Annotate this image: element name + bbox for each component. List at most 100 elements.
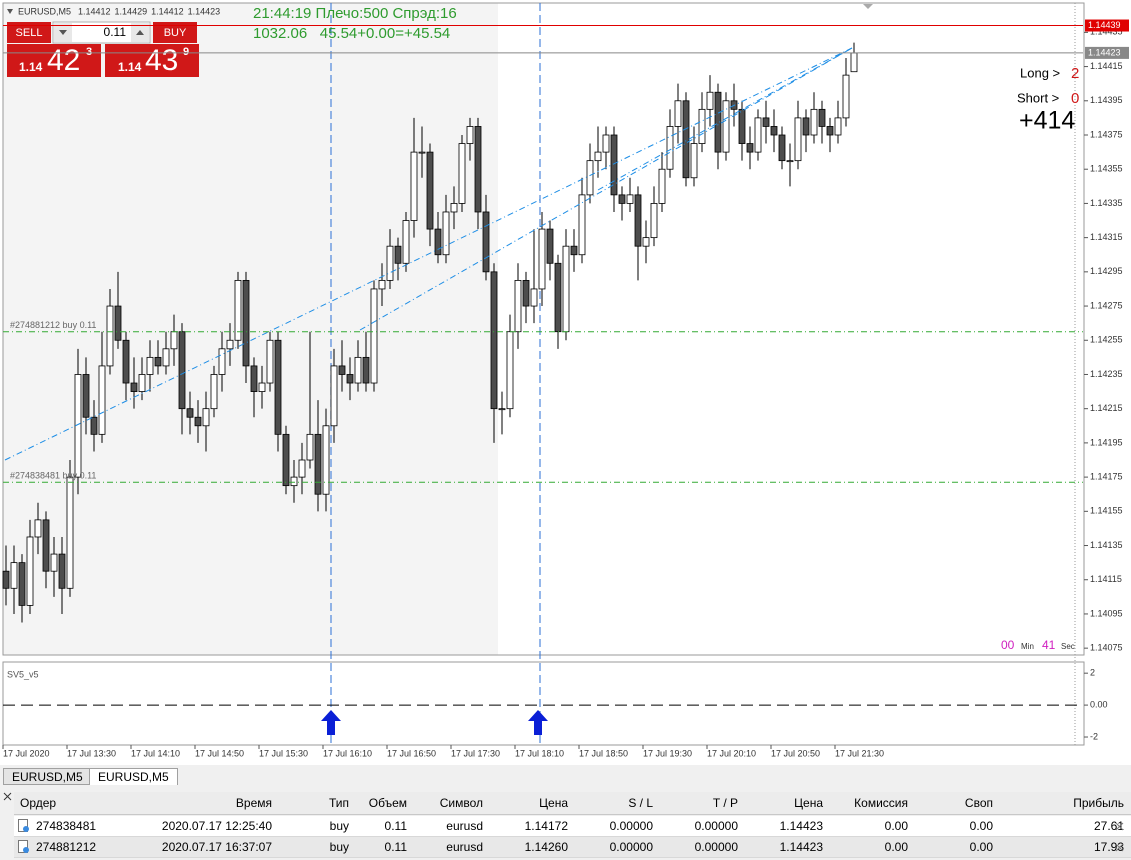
table-cell: 0.11 [384, 840, 407, 854]
order-label: #274881212 buy 0.11 [10, 320, 96, 330]
arrow-down [59, 30, 67, 35]
sell-price-point: 3 [86, 46, 92, 58]
timer-min: 00 [1001, 638, 1015, 652]
buy-price-box[interactable] [105, 44, 199, 77]
column-header: Объем [368, 796, 407, 810]
close-order[interactable] [1115, 822, 1124, 831]
y-tick-label: 1.14195 [1090, 437, 1123, 447]
up-arrow [528, 710, 548, 735]
sell-button[interactable] [7, 22, 51, 43]
table-cell: 2020.07.17 16:37:07 [161, 840, 272, 854]
candle-body [210, 374, 218, 410]
symbol: EURUSD,M5 [18, 6, 71, 16]
y-tick-label: 1.14075 [1090, 643, 1123, 653]
candle-body [74, 374, 82, 478]
x-tick-label: 17 Jul 14:10 [131, 748, 180, 758]
tab[interactable]: EURUSD,M5 [89, 768, 178, 785]
y-tick-label: 1.14235 [1090, 369, 1123, 379]
long-value: 2 [1071, 65, 1079, 82]
table-cell: 1.14423 [779, 840, 823, 854]
column-header: Цена [794, 796, 823, 810]
x-tick-label: 17 Jul 2020 [3, 748, 50, 758]
table-cell: 0.00 [969, 840, 993, 854]
table-cell: 2020.07.17 12:25:40 [161, 819, 272, 833]
up-arrow [321, 710, 341, 735]
info-line: 1032.06 45.54+0.00=+45.54 [253, 25, 450, 42]
candle-body [474, 126, 482, 213]
candle-body [530, 288, 538, 307]
table-row[interactable]: 274881212 2020.07.17 16:37:07 buy 0.11 eurus… [14, 837, 1131, 858]
candle-body [490, 271, 498, 410]
sec-label: Sec [1061, 642, 1075, 651]
x-tick-label: 17 Jul 15:30 [259, 748, 308, 758]
min-label: Min [1021, 642, 1034, 651]
column-header: S / L [628, 796, 653, 810]
sell-price-box[interactable] [7, 44, 101, 77]
y-tick-label: 1.14155 [1090, 506, 1123, 516]
candle-body [802, 117, 810, 136]
symbol-arrow [7, 9, 13, 14]
candle-body [106, 305, 114, 367]
trend-line [4, 47, 853, 461]
y-tick-label: 1.14215 [1090, 403, 1123, 413]
table-row[interactable]: 274838481 2020.07.17 12:25:40 buy 0.11 eurus… [14, 816, 1131, 837]
column-header: Своп [964, 796, 993, 810]
column-header: T / P [712, 796, 738, 810]
lot-input[interactable] [52, 21, 151, 44]
candle-body [842, 74, 850, 119]
timer-sec: 41 [1042, 638, 1056, 652]
candle-body [434, 228, 442, 256]
tab[interactable]: EURUSD,M5 [3, 768, 92, 785]
table-cell: 0.00000 [609, 840, 653, 854]
close-icon[interactable] [3, 792, 13, 802]
candle-body [178, 331, 186, 410]
candle-body [426, 151, 434, 230]
candle-body [410, 151, 418, 221]
column-header: Время [235, 796, 272, 810]
column-header: Символ [439, 796, 483, 810]
candle-body [706, 91, 714, 110]
indicator-name: SV5_v5 [7, 669, 39, 679]
candle-body [794, 117, 802, 162]
candle-body [458, 143, 466, 204]
info-line: 21:44:19 Плечо:500 Спрэд:16 [253, 5, 457, 22]
table-cell: 0.00 [884, 819, 908, 833]
x-tick-label: 17 Jul 13:30 [67, 748, 116, 758]
candle-body [466, 126, 474, 144]
candle-body [10, 562, 18, 589]
candle-body [234, 279, 242, 341]
candle-body [570, 245, 578, 256]
terminal-panel: EURUSD,M5 EURUSD,M5 Ордер Время Тип Объем Сим… [0, 765, 1131, 860]
candle-body [258, 382, 266, 392]
y-tick-label: 1.14435 [1090, 27, 1123, 37]
candle-body [778, 134, 786, 162]
x-tick-label: 17 Jul 17:30 [451, 748, 500, 758]
shift-triangle [863, 4, 873, 9]
candle-body [618, 194, 626, 204]
y-tick-label: 1.14415 [1090, 61, 1123, 71]
candle-body [114, 305, 122, 341]
candle-body [314, 433, 322, 495]
x-tick-label: 17 Jul 20:10 [707, 748, 756, 758]
candle-body [402, 220, 410, 264]
x-tick-label: 17 Jul 19:30 [643, 748, 692, 758]
candle-body [218, 348, 226, 375]
buy-button[interactable] [153, 22, 197, 43]
ask-box [1085, 19, 1129, 32]
close-order[interactable] [1115, 843, 1124, 852]
x-tick-label: 17 Jul 18:10 [515, 748, 564, 758]
bid-label: 1.14423 [1088, 47, 1121, 57]
candle-body [282, 433, 290, 487]
candle-body [170, 331, 178, 350]
candle-body [690, 143, 698, 179]
table-cell: eurusd [446, 819, 483, 833]
order-icon [18, 819, 29, 832]
sell-price-big: 1.14 [19, 60, 43, 74]
signal-arrows [321, 710, 548, 735]
candle-body [626, 194, 634, 204]
candle-body [354, 356, 362, 384]
candle-body [386, 245, 394, 281]
candle-body [546, 228, 554, 264]
table-cell: eurusd [446, 840, 483, 854]
short-value: 0 [1071, 90, 1079, 107]
